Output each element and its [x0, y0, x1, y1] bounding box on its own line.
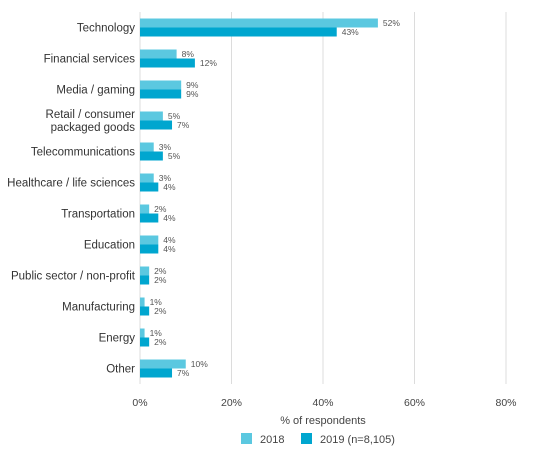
labels: 0% 20% 40% 60% 80% 52% 43% Technology 8% 12% Finan… [7, 18, 516, 409]
legend-label: 2019 (n=8,105) [320, 434, 395, 446]
bar [140, 111, 163, 121]
bar [140, 173, 154, 183]
data-label: 5% [168, 151, 181, 161]
category-label-line: Technology [77, 23, 135, 35]
category-label-line: Public sector / non-profit [11, 271, 136, 283]
data-label: 9% [186, 89, 199, 99]
bar [140, 306, 150, 316]
data-label: 43% [342, 27, 359, 37]
x-tick-label: 60% [404, 397, 425, 409]
x-tick-label: 0% [132, 397, 147, 409]
category-label-line: Transportation [61, 209, 135, 221]
gridlines [139, 12, 507, 384]
data-label: 2% [154, 275, 167, 285]
category-label-line: Financial services [44, 54, 136, 66]
category-label: Other [106, 364, 135, 376]
bar [140, 213, 159, 223]
bar [140, 266, 150, 276]
category-label: Technology [77, 23, 135, 35]
x-tick-label: 80% [495, 397, 516, 409]
data-label: 4% [163, 235, 176, 245]
category-label-line: Media / gaming [56, 85, 135, 97]
category-label: Manufacturing [62, 302, 135, 314]
data-label: 4% [163, 213, 176, 223]
x-tick-label: 40% [312, 397, 333, 409]
bar [140, 49, 177, 59]
data-label: 1% [150, 328, 163, 338]
category-label: Education [84, 240, 135, 252]
bar [140, 244, 159, 254]
bars [140, 18, 378, 378]
data-label: 2% [154, 204, 167, 214]
category-label-line: Retail / consumer [46, 109, 136, 121]
data-label: 1% [150, 297, 163, 307]
data-label: 4% [163, 182, 176, 192]
category-label: Healthcare / life sciences [7, 178, 135, 190]
bar [140, 182, 159, 192]
category-label: Telecommunications [31, 147, 135, 159]
legend-label: 2018 [260, 434, 284, 446]
bar [140, 275, 150, 285]
category-label: Transportation [61, 209, 135, 221]
data-label: 5% [168, 111, 181, 121]
bar [140, 368, 173, 378]
bar [140, 204, 150, 214]
x-axis-title: % of respondents [280, 415, 366, 427]
bar [140, 328, 145, 338]
category-label: Energy [99, 333, 136, 345]
data-label: 2% [154, 337, 167, 347]
category-label: Media / gaming [56, 85, 135, 97]
bar [140, 151, 163, 161]
data-label: 7% [177, 120, 190, 130]
data-label: 4% [163, 244, 176, 254]
data-label: 10% [191, 359, 208, 369]
bar [140, 235, 159, 245]
bar [140, 58, 195, 68]
bar [140, 80, 182, 90]
category-label: Public sector / non-profit [11, 271, 136, 283]
data-label: 3% [159, 173, 172, 183]
category-label-line: Manufacturing [62, 302, 135, 314]
bar [140, 297, 145, 307]
bar [140, 89, 182, 99]
x-tick-label: 20% [221, 397, 242, 409]
category-label-line: packaged goods [51, 122, 136, 134]
legend-swatch [241, 433, 252, 444]
data-label: 12% [200, 58, 217, 68]
category-label-line: Education [84, 240, 135, 252]
bar [140, 359, 186, 369]
data-label: 2% [154, 306, 167, 316]
bar [140, 142, 154, 152]
data-label: 9% [186, 80, 199, 90]
category-label: Retail / consumer packaged goods [46, 109, 136, 134]
bar [140, 337, 150, 347]
legend: 2018 2019 (n=8,105) [241, 433, 395, 446]
category-label: Financial services [44, 54, 136, 66]
category-label-line: Healthcare / life sciences [7, 178, 135, 190]
data-label: 3% [159, 142, 172, 152]
data-label: 7% [177, 368, 190, 378]
category-label-line: Energy [99, 333, 136, 345]
bar [140, 27, 337, 37]
bar [140, 120, 173, 130]
data-label: 52% [383, 18, 400, 28]
category-label-line: Other [106, 364, 135, 376]
legend-swatch [301, 433, 312, 444]
bar [140, 18, 378, 28]
data-label: 8% [182, 49, 195, 59]
category-label-line: Telecommunications [31, 147, 135, 159]
data-label: 2% [154, 266, 167, 276]
